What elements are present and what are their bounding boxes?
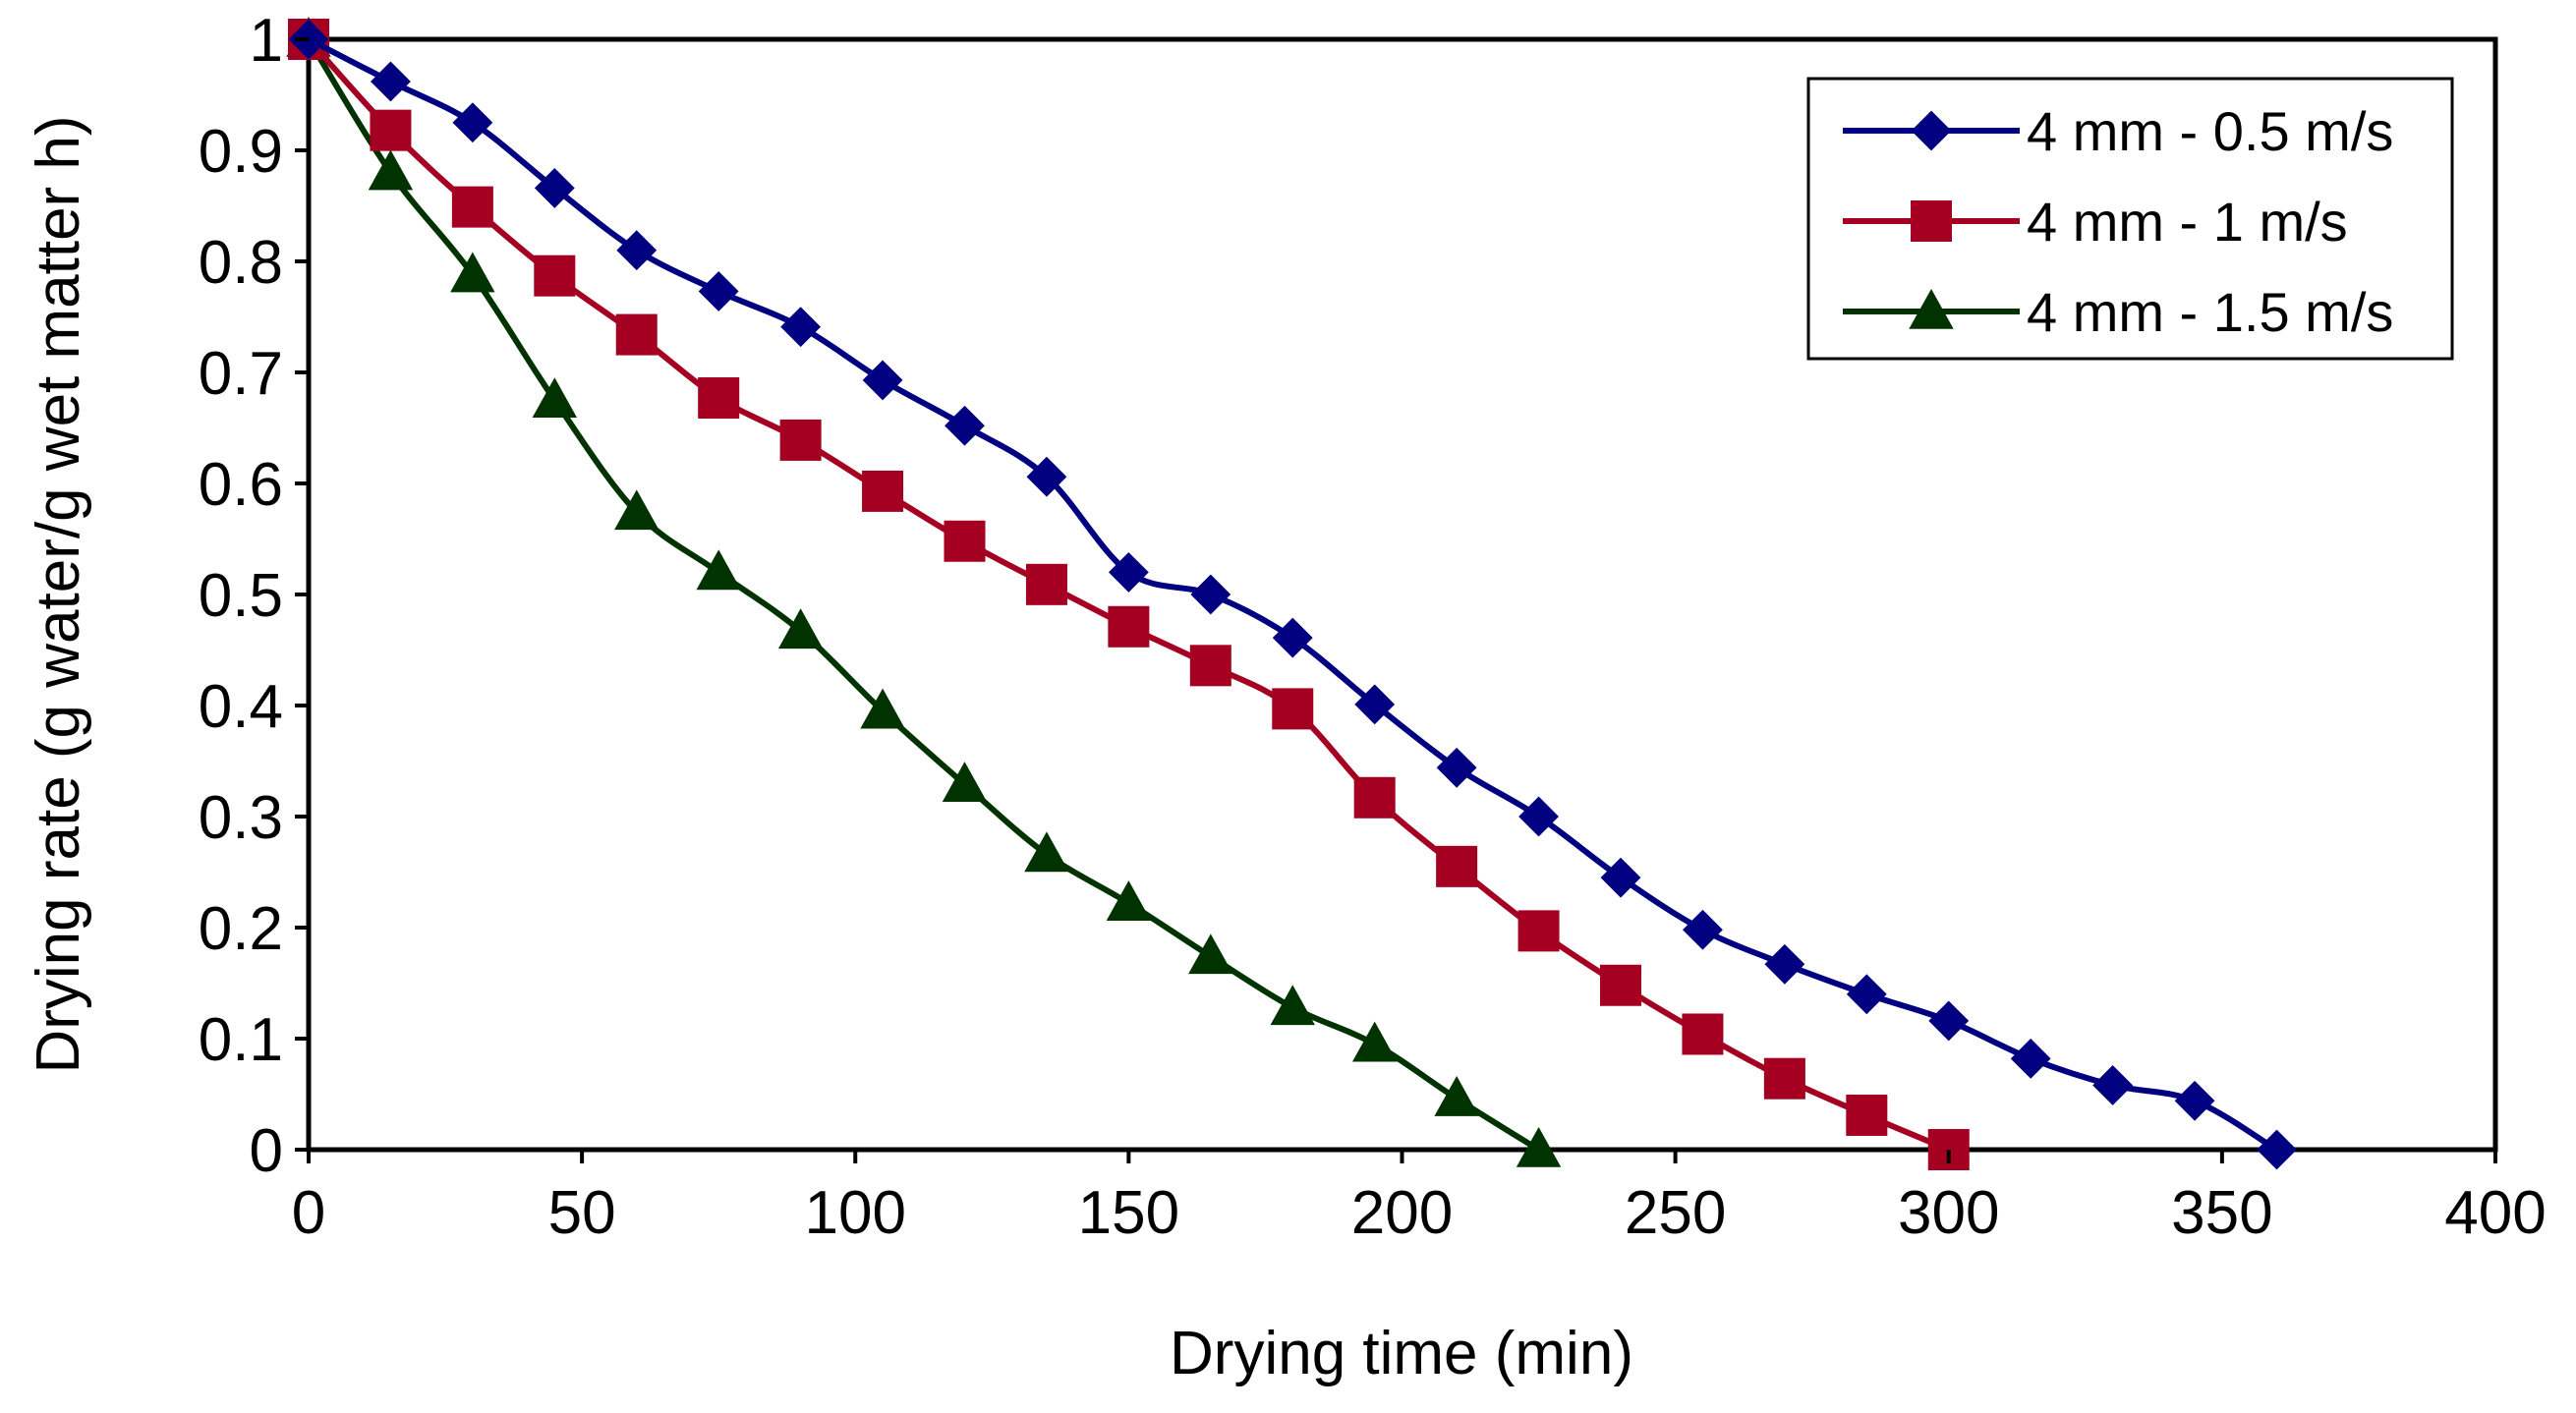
data-point: [2174, 1080, 2215, 1121]
data-point: [2010, 1038, 2051, 1079]
data-point: [452, 102, 493, 143]
data-point: [779, 419, 822, 461]
x-tick-label: 400: [2444, 1179, 2546, 1247]
data-point: [1272, 617, 1313, 658]
x-tick-label: 100: [805, 1179, 906, 1247]
x-tick-label: 150: [1078, 1179, 1179, 1247]
y-tick-label: 0.8: [199, 229, 283, 297]
legend-label: 4 mm - 0.5 m/s: [2027, 100, 2393, 162]
y-tick-label: 0.7: [199, 340, 283, 408]
legend-marker: [1909, 288, 1954, 329]
data-point: [1354, 684, 1396, 725]
data-point: [615, 313, 658, 356]
x-tick-label: 0: [292, 1179, 325, 1247]
data-point: [1682, 1013, 1724, 1055]
data-point: [451, 186, 493, 228]
data-point: [1108, 605, 1150, 648]
data-point: [1600, 857, 1641, 898]
data-point: [1106, 880, 1152, 921]
series-layer: [286, 16, 2297, 1170]
data-point: [942, 762, 988, 803]
data-point: [698, 376, 740, 419]
data-point: [1272, 688, 1314, 730]
data-point: [534, 168, 575, 208]
legend-marker: [1911, 110, 1952, 151]
data-point: [944, 520, 986, 562]
data-point: [2092, 1065, 2134, 1105]
data-point: [1764, 943, 1805, 985]
tick-layer: 0 0.1 0.2 0.3 0.4 0.5 0.6 0.7 0.8 0.9 1 0 50 100 150 20…: [199, 7, 2547, 1247]
data-point: [450, 252, 495, 293]
y-tick-label: 0.2: [199, 895, 283, 963]
data-point: [862, 470, 904, 512]
legend-label: 4 mm - 1 m/s: [2027, 191, 2348, 253]
y-tick-label: 0.4: [199, 673, 283, 741]
data-point: [1025, 563, 1067, 605]
y-axis-title: Drying rate (g water/g wet matter h): [25, 115, 92, 1073]
data-point: [696, 549, 741, 591]
data-point: [1436, 845, 1478, 887]
data-point: [1436, 747, 1477, 788]
data-point: [1270, 985, 1315, 1026]
x-tick-label: 250: [1625, 1179, 1726, 1247]
data-point: [1516, 1126, 1562, 1167]
y-tick-label: 0.3: [199, 784, 283, 852]
data-point: [1600, 964, 1641, 1006]
y-tick-label: 0.9: [199, 118, 283, 186]
x-axis-title: Drying time (min): [1170, 1320, 1633, 1387]
legend-entry: 4 mm - 1.5 m/s: [1843, 281, 2393, 343]
data-point: [860, 688, 905, 729]
series-3: [286, 16, 1562, 1167]
data-point: [532, 377, 578, 419]
data-point: [370, 109, 412, 151]
legend-marker: [1911, 200, 1952, 242]
series-1: [288, 19, 2297, 1170]
data-point: [1517, 910, 1560, 952]
data-point: [1026, 456, 1067, 497]
data-point: [534, 254, 576, 297]
data-point: [371, 61, 411, 102]
data-point: [1024, 831, 1069, 873]
y-tick-label: 0.5: [199, 562, 283, 630]
y-tick-label: 0: [250, 1117, 283, 1185]
data-point: [780, 307, 822, 348]
legend-label: 4 mm - 1.5 m/s: [2027, 281, 2393, 343]
data-point: [698, 271, 739, 311]
data-point: [862, 360, 903, 401]
data-point: [616, 230, 658, 271]
data-point: [1763, 1057, 1805, 1100]
x-tick-label: 350: [2171, 1179, 2272, 1247]
data-point: [614, 489, 659, 531]
x-tick-label: 300: [1898, 1179, 1999, 1247]
data-point: [2257, 1129, 2297, 1170]
y-tick-label: 1: [250, 7, 283, 75]
data-point: [368, 149, 414, 191]
data-point: [1188, 933, 1233, 975]
data-point: [1353, 776, 1396, 819]
x-tick-label: 200: [1351, 1179, 1453, 1247]
data-point: [945, 405, 985, 446]
y-tick-label: 0.6: [199, 451, 283, 519]
data-point: [1846, 1094, 1888, 1136]
legend: 4 mm - 0.5 m/s 4 mm - 1 m/s 4 mm - 1.5 m/s: [1806, 77, 2454, 361]
data-point: [1434, 1075, 1479, 1116]
legend-entry: 4 mm - 1 m/s: [1843, 191, 2348, 253]
data-point: [1108, 551, 1149, 593]
data-point: [777, 608, 824, 650]
y-tick-label: 0.1: [199, 1006, 283, 1074]
data-point: [1846, 974, 1887, 1015]
legend-entries: 4 mm - 0.5 m/s 4 mm - 1 m/s 4 mm - 1.5 m/s: [1843, 100, 2393, 343]
x-tick-label: 50: [548, 1179, 616, 1247]
data-point: [1351, 1021, 1398, 1062]
data-point: [1928, 1000, 1970, 1042]
data-point: [1189, 645, 1231, 687]
data-point: [1518, 796, 1559, 837]
data-point: [1190, 574, 1231, 615]
legend-entry: 4 mm - 0.5 m/s: [1843, 100, 2393, 162]
data-point: [1683, 909, 1723, 950]
